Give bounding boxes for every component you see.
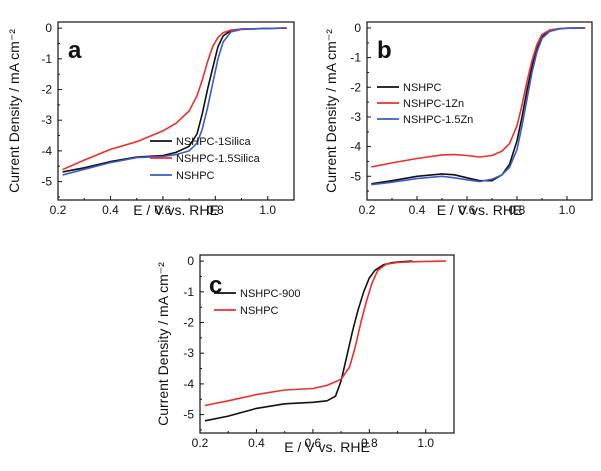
- legend: NSHPC-1Silica NSHPC-1.5Silica NSHPC: [150, 136, 261, 182]
- chart-panel-a: 0.2 0.4 0.6 0.8 1.0 0 -1 -2 -3 -4 -5 E / V vs. RHE C…: [6, 21, 295, 218]
- y-tick-label: -3: [41, 113, 52, 127]
- y-axis-label: Current Density / mA cm⁻²: [323, 29, 339, 193]
- plot-frame: [199, 254, 455, 434]
- x-tick-label: 0.6: [155, 203, 172, 217]
- series-line-NSHPC-1Silica: [62, 27, 287, 173]
- x-tick-label: 0.8: [207, 203, 224, 217]
- panel-label: a: [68, 37, 82, 64]
- x-tick-label: 0.8: [509, 203, 526, 217]
- x-tick-label: 1.0: [559, 203, 576, 217]
- y-tick-label: 0: [354, 21, 361, 35]
- y-tick-label: -1: [41, 52, 52, 66]
- y-tick-label: -4: [350, 140, 361, 154]
- legend-entry: NSHPC-1.5Silica: [176, 153, 261, 165]
- y-tick-label: -1: [183, 285, 194, 299]
- y-tick-label: 0: [45, 21, 52, 35]
- x-axis-label: E / V vs. RHE: [437, 202, 523, 218]
- x-tick-label: 0.2: [50, 203, 67, 217]
- y-tick-label: 0: [187, 254, 194, 268]
- y-tick-label: -4: [41, 144, 52, 158]
- chart-panel-c: 0.2 0.4 0.6 0.8 1.0 0 -1 -2 -3 -4 -5 E / V vs. RHE C…: [155, 254, 455, 455]
- chart-panel-b: 0.2 0.4 0.6 0.8 1.0 0 -1 -2 -3 -4 -5 E / V vs. RHE C…: [323, 21, 593, 218]
- series-line-NSHPC: [204, 260, 447, 407]
- x-tick-label: 0.4: [248, 436, 265, 450]
- y-tick-label: -3: [183, 346, 194, 360]
- y-tick-label: -4: [183, 377, 194, 391]
- x-tick-label: 0.6: [459, 203, 476, 217]
- series-line-NSHPC: [62, 27, 287, 176]
- x-tick-label: 0.2: [359, 203, 376, 217]
- y-tick-label: -5: [350, 169, 361, 183]
- legend-entry: NSHPC-1Zn: [403, 98, 464, 110]
- legend-entry: NSHPC: [176, 170, 215, 182]
- x-tick-label: 0.4: [102, 203, 119, 217]
- x-tick-label: 0.4: [409, 203, 426, 217]
- y-tick-label: -5: [41, 175, 52, 189]
- y-tick-label: -2: [183, 316, 194, 330]
- y-tick-label: -3: [350, 110, 361, 124]
- legend-entry: NSHPC-900: [240, 288, 301, 300]
- x-tick-label: 0.2: [192, 436, 209, 450]
- series-line-NSHPC-1.5Silica: [62, 27, 287, 171]
- legend: NSHPC NSHPC-1Zn NSHPC-1.5Zn: [377, 82, 473, 126]
- y-tick-label: -2: [41, 83, 52, 97]
- plot-frame: [366, 21, 593, 201]
- series-line-NSHPC-1.5Zn: [371, 27, 586, 186]
- x-axis-label: E / V vs. RHE: [133, 202, 219, 218]
- x-tick-label: 1.0: [417, 436, 434, 450]
- legend-entry: NSHPC-1.5Zn: [403, 114, 473, 126]
- y-tick-label: -2: [350, 80, 361, 94]
- series-line-NSHPC-1Zn: [371, 27, 586, 168]
- legend-entry: NSHPC: [403, 82, 442, 94]
- series-line-NSHPC-900: [204, 260, 413, 422]
- y-axis-label: Current Density / mA cm⁻²: [155, 262, 171, 426]
- panel-label: b: [377, 37, 392, 64]
- y-axis-label: Current Density / mA cm⁻²: [6, 29, 22, 193]
- x-axis-label: E / V vs. RHE: [284, 439, 370, 455]
- legend-entry: NSHPC: [240, 305, 279, 317]
- legend: NSHPC-900 NSHPC: [214, 288, 301, 317]
- x-tick-label: 0.6: [305, 436, 322, 450]
- plot-frame: [57, 21, 295, 201]
- x-tick-label: 0.8: [361, 436, 378, 450]
- legend-entry: NSHPC-1Silica: [176, 136, 251, 148]
- x-tick-label: 1.0: [259, 203, 276, 217]
- panel-label: c: [209, 272, 222, 299]
- y-tick-label: -5: [183, 408, 194, 422]
- y-tick-label: -1: [350, 51, 361, 65]
